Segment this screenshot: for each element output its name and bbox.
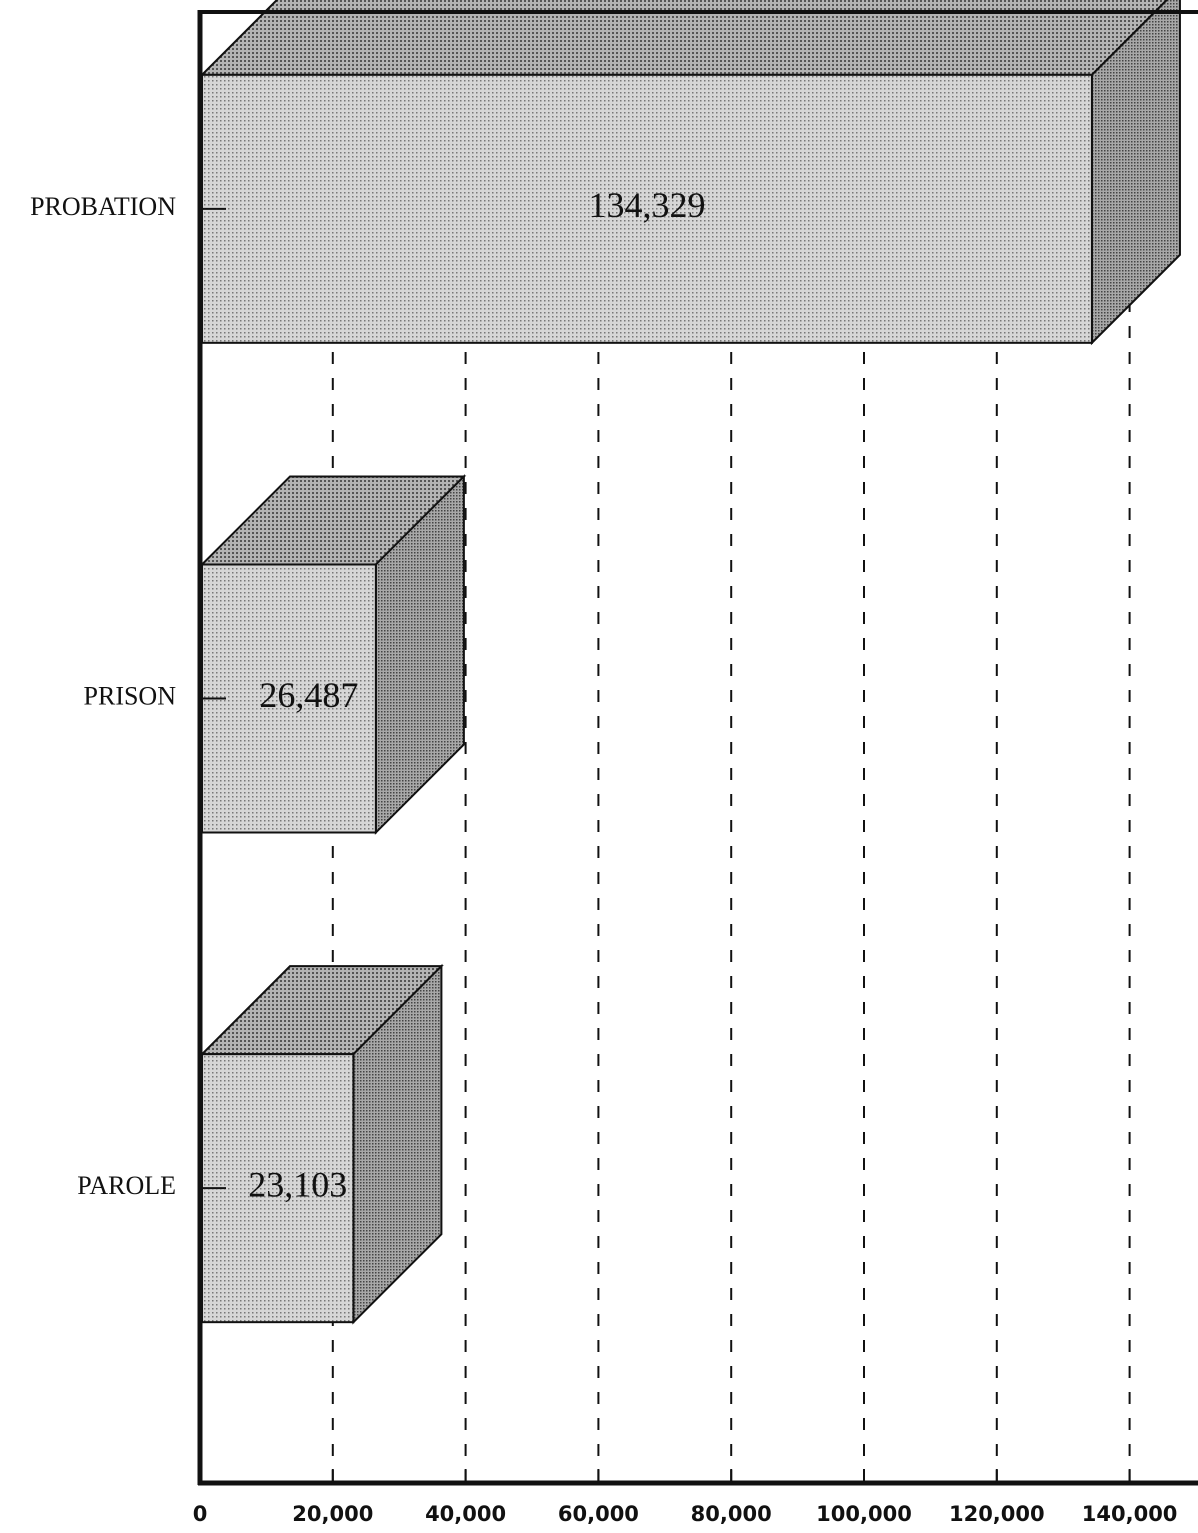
bar — [201, 73, 1093, 344]
x-tick-label: 20,000 — [292, 1502, 373, 1526]
x-tick-label: 60,000 — [558, 1502, 639, 1526]
y-tick-label: PAROLE — [77, 1171, 176, 1200]
bar — [201, 563, 377, 834]
value-label: 26,487 — [259, 675, 358, 715]
bars: 134,329 26,487 23,103 — [199, 0, 1181, 1325]
bar — [201, 1053, 355, 1324]
x-tick-label: 40,000 — [425, 1502, 506, 1526]
y-tick-label: PROBATION — [30, 192, 176, 221]
x-tick-label: 100,000 — [816, 1502, 912, 1526]
x-tick-label: 140,000 — [1082, 1502, 1178, 1526]
x-tick-label: 120,000 — [949, 1502, 1045, 1526]
value-label: 134,329 — [588, 185, 705, 225]
value-label: 23,103 — [248, 1164, 347, 1204]
x-tick-label: 80,000 — [691, 1502, 772, 1526]
y-tick-label: PRISON — [84, 681, 177, 710]
x-tick-label: 0 — [193, 1502, 208, 1526]
